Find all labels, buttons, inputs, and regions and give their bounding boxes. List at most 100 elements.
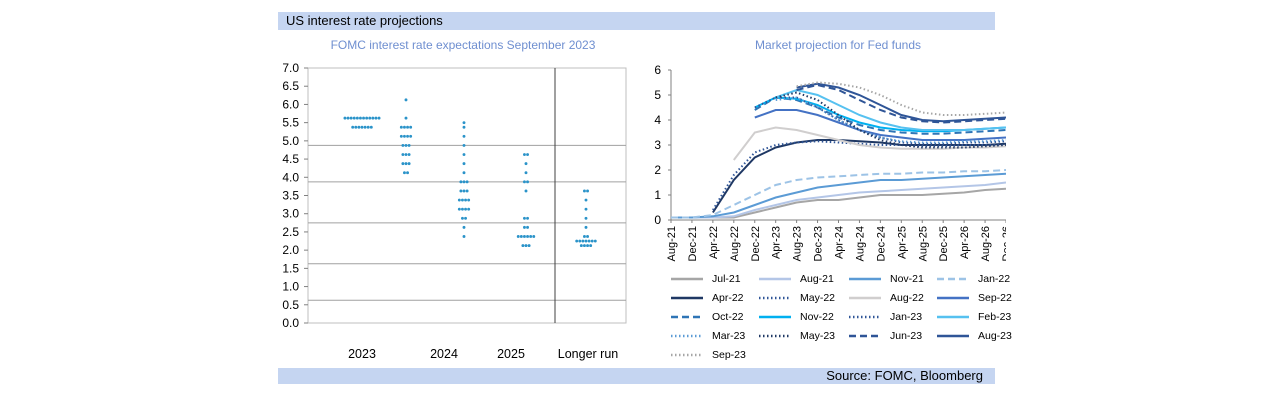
legend-item: Jan-22 bbox=[936, 272, 1010, 286]
legend-swatch bbox=[671, 353, 703, 357]
legend-swatch bbox=[937, 277, 969, 281]
fomc-dot bbox=[524, 171, 528, 175]
fomc-dot bbox=[516, 235, 520, 238]
x-tick-label: Aug-23 bbox=[792, 226, 804, 261]
series-line bbox=[796, 82, 1006, 123]
legend-label: Aug-22 bbox=[890, 292, 924, 304]
header-title: US interest rate projections bbox=[286, 13, 443, 28]
legend-label: Jul-21 bbox=[712, 273, 741, 285]
fomc-dot bbox=[401, 143, 405, 147]
fomc-dot bbox=[457, 198, 461, 202]
fomc-dot bbox=[462, 235, 466, 238]
fomc-dot bbox=[462, 125, 466, 129]
y-tick-label: 5.0 bbox=[282, 134, 299, 148]
legend-label: Jun-23 bbox=[890, 330, 923, 342]
fomc-dot bbox=[359, 116, 362, 120]
y-tick-label: 4.5 bbox=[282, 152, 299, 166]
fomc-dot bbox=[459, 180, 463, 184]
legend-item: Jun-23 bbox=[848, 329, 922, 343]
legend-label: Jan-22 bbox=[978, 273, 1011, 285]
legend-swatch bbox=[937, 315, 969, 319]
series-line bbox=[796, 83, 1006, 124]
fomc-dot bbox=[409, 134, 413, 138]
fomc-dot bbox=[404, 116, 408, 120]
fomc-dot bbox=[467, 198, 471, 202]
x-tick-label: Dec-25 bbox=[938, 226, 950, 261]
series-line bbox=[775, 96, 1006, 144]
fomc-dot bbox=[523, 180, 526, 184]
fomc-dot bbox=[524, 162, 528, 166]
legend-item: Sep-23 bbox=[670, 348, 746, 362]
x-tick-label: Apr-26 bbox=[959, 226, 971, 259]
fomc-dot bbox=[579, 244, 583, 248]
legend-item: Jan-23 bbox=[848, 310, 922, 324]
fomc-dot bbox=[521, 244, 525, 248]
fomc-dot bbox=[461, 198, 464, 202]
x-tick-label: Dec-21 bbox=[687, 226, 699, 261]
y-tick-label: 1.0 bbox=[282, 280, 299, 294]
y-tick-label: 2 bbox=[654, 163, 661, 177]
legend-swatch bbox=[849, 277, 881, 281]
fomc-dot bbox=[464, 207, 467, 211]
legend-label: Mar-23 bbox=[712, 330, 746, 342]
fomc-dot bbox=[524, 189, 528, 193]
y-tick-label: 3.0 bbox=[282, 207, 299, 221]
fomc-dot-plot: FOMC interest rate expectations Septembe… bbox=[282, 38, 627, 361]
legend-item: May-22 bbox=[758, 291, 835, 305]
fomc-dot bbox=[583, 244, 586, 248]
x-tick-label: Dec-26 bbox=[1001, 226, 1006, 261]
legend-label: Aug-21 bbox=[800, 273, 834, 285]
fomc-dot bbox=[465, 189, 469, 193]
legend-swatch bbox=[759, 296, 791, 300]
fomc-dot bbox=[526, 225, 529, 229]
fomc-dot bbox=[403, 171, 406, 175]
y-tick-label: 6.0 bbox=[282, 97, 299, 111]
legend-swatch bbox=[937, 296, 969, 300]
fomc-dot bbox=[462, 134, 466, 138]
fomc-dot bbox=[581, 239, 585, 243]
fomc-dot bbox=[351, 125, 355, 129]
fomc-dot bbox=[374, 116, 378, 120]
fomc-dot bbox=[459, 189, 463, 193]
fomc-dot bbox=[369, 125, 373, 129]
series-line bbox=[775, 91, 1006, 149]
x-tick-label: Apr-22 bbox=[708, 226, 720, 259]
fomc-dot bbox=[461, 216, 464, 220]
x-tick-label: Aug-26 bbox=[980, 226, 992, 261]
legend-label: Sep-22 bbox=[978, 292, 1012, 304]
fomc-dot bbox=[584, 239, 588, 243]
dot-plot-frame bbox=[307, 67, 627, 324]
fomc-dot bbox=[371, 116, 375, 120]
fomc-dot bbox=[346, 116, 350, 120]
legend-swatch bbox=[849, 334, 881, 338]
fomc-dot bbox=[401, 153, 405, 156]
fomc-dot bbox=[526, 216, 529, 220]
fomc-dot bbox=[462, 162, 466, 166]
y-tick-label: 2.0 bbox=[282, 243, 299, 257]
source-text: Source: FOMC, Bloomberg bbox=[826, 368, 983, 383]
legend-swatch bbox=[849, 315, 881, 319]
series-line bbox=[671, 172, 1006, 219]
legend-item: Nov-21 bbox=[848, 272, 924, 286]
series-line bbox=[671, 181, 1006, 219]
fomc-dot bbox=[464, 216, 467, 220]
legend-label: Sep-23 bbox=[712, 349, 746, 361]
fomc-dot bbox=[363, 125, 367, 129]
fomc-dot bbox=[462, 121, 466, 125]
fomc-dot bbox=[584, 225, 588, 229]
fomc-dot bbox=[462, 153, 466, 156]
legend-item: Oct-22 bbox=[670, 310, 744, 324]
series-line bbox=[712, 139, 1006, 214]
fomc-dot bbox=[464, 198, 467, 202]
legend-swatch bbox=[671, 277, 703, 281]
fomc-dot bbox=[523, 216, 526, 220]
legend-item: Aug-23 bbox=[936, 329, 1012, 343]
fomc-dot bbox=[404, 143, 408, 147]
fomc-dot bbox=[583, 189, 586, 193]
fomc-dot bbox=[360, 125, 364, 129]
fed-funds-line-chart: Market projection for Fed funds 0 1 2 3 4 5 6 A… bbox=[654, 38, 1006, 261]
fomc-dot bbox=[523, 235, 526, 238]
fomc-dot bbox=[409, 125, 413, 129]
x-category-label: 2025 bbox=[497, 347, 525, 361]
header-band: US interest rate projections bbox=[278, 12, 995, 30]
